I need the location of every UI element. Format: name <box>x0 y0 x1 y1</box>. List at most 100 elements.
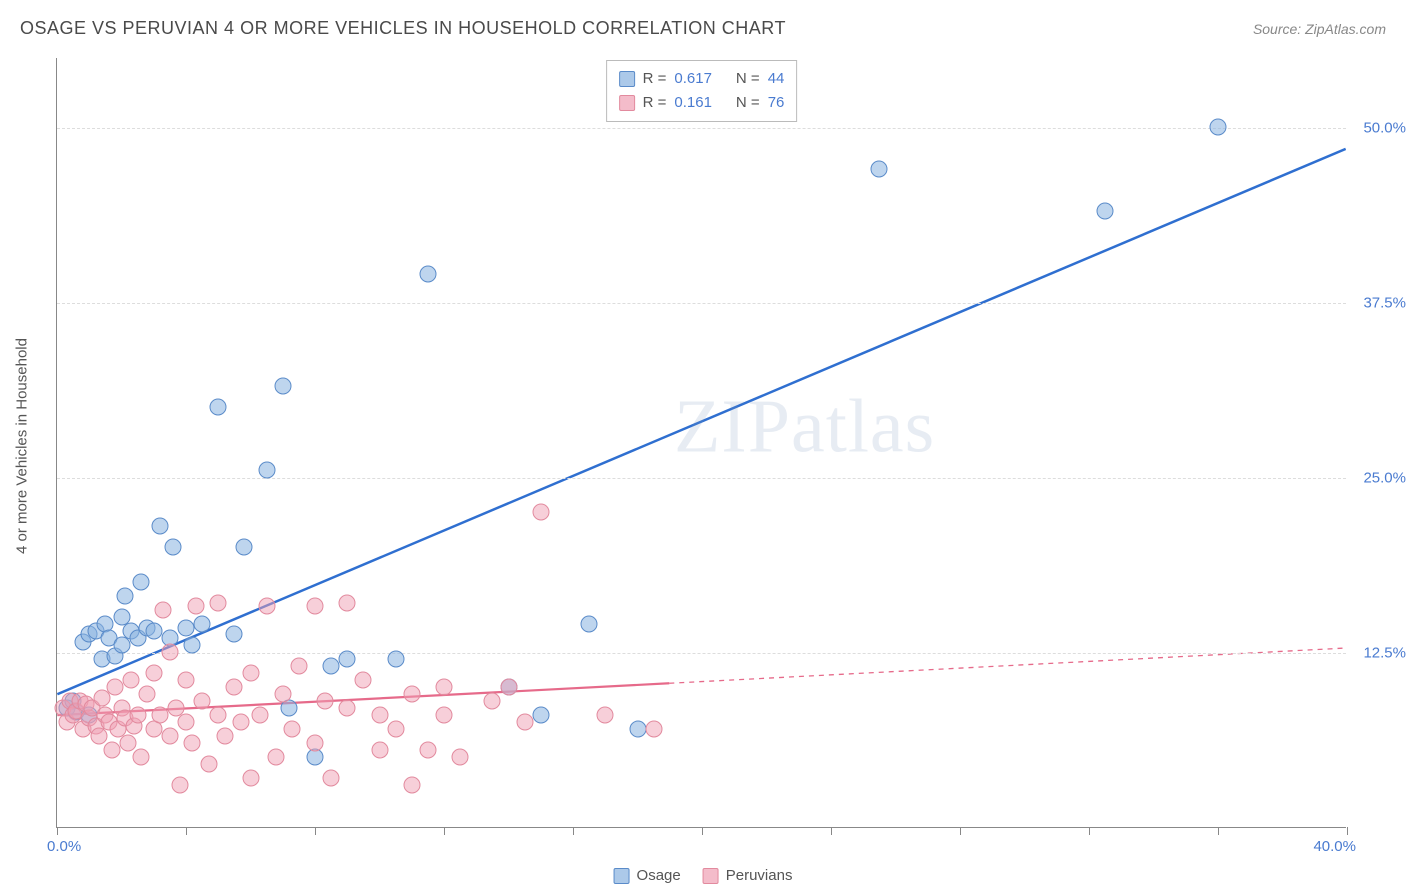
data-point <box>268 749 285 766</box>
data-point <box>307 597 324 614</box>
plot-area: R = 0.617 N = 44 R = 0.161 N = 76 ZIPatl… <box>56 58 1346 828</box>
x-tick <box>444 827 445 835</box>
data-point <box>210 595 227 612</box>
trend-lines-svg <box>57 58 1346 827</box>
data-point <box>165 539 182 556</box>
data-point <box>184 735 201 752</box>
stats-legend: R = 0.617 N = 44 R = 0.161 N = 76 <box>606 60 798 122</box>
data-point <box>581 616 598 633</box>
data-point <box>178 672 195 689</box>
data-point <box>484 693 501 710</box>
data-point <box>184 637 201 654</box>
grid-line <box>57 653 1346 654</box>
x-tick <box>960 827 961 835</box>
watermark-part2: atlas <box>791 385 935 469</box>
x-tick <box>315 827 316 835</box>
data-point <box>129 707 146 724</box>
data-point <box>1210 119 1227 136</box>
watermark-part1: ZIP <box>674 385 791 469</box>
r-value-osage: 0.617 <box>674 67 712 91</box>
x-tick <box>1089 827 1090 835</box>
data-point <box>339 700 356 717</box>
chart-header: OSAGE VS PERUVIAN 4 OR MORE VEHICLES IN … <box>20 18 1386 39</box>
n-label: N = <box>736 91 760 115</box>
x-tick <box>186 827 187 835</box>
data-point <box>116 588 133 605</box>
data-point <box>290 658 307 675</box>
n-label: N = <box>736 67 760 91</box>
data-point <box>132 749 149 766</box>
data-point <box>500 679 517 696</box>
data-point <box>187 597 204 614</box>
y-tick-label: 25.0% <box>1351 470 1406 487</box>
data-point <box>178 714 195 731</box>
data-point <box>452 749 469 766</box>
data-point <box>178 620 195 637</box>
grid-line <box>57 303 1346 304</box>
y-axis-label: 4 or more Vehicles in Household <box>14 338 31 554</box>
legend-item-peruvians: Peruvians <box>703 867 793 884</box>
data-point <box>119 735 136 752</box>
legend-label-peruvians: Peruvians <box>726 867 793 884</box>
data-point <box>597 707 614 724</box>
swatch-osage-icon <box>614 868 630 884</box>
data-point <box>1097 203 1114 220</box>
data-point <box>171 777 188 794</box>
series-legend: Osage Peruvians <box>614 867 793 884</box>
data-point <box>145 623 162 640</box>
grid-line <box>57 478 1346 479</box>
data-point <box>161 728 178 745</box>
stats-row-osage: R = 0.617 N = 44 <box>619 67 785 91</box>
grid-line <box>57 128 1346 129</box>
data-point <box>274 686 291 703</box>
data-point <box>403 686 420 703</box>
data-point <box>645 721 662 738</box>
x-axis-min-label: 0.0% <box>47 838 81 855</box>
data-point <box>339 595 356 612</box>
data-point <box>371 742 388 759</box>
swatch-peruvians-icon <box>619 95 635 111</box>
r-label: R = <box>643 91 667 115</box>
data-point <box>387 651 404 668</box>
data-point <box>200 756 217 773</box>
data-point <box>242 665 259 682</box>
data-point <box>307 735 324 752</box>
data-point <box>226 625 243 642</box>
source-attribution: Source: ZipAtlas.com <box>1253 21 1386 37</box>
data-point <box>316 693 333 710</box>
swatch-peruvians-icon <box>703 868 719 884</box>
data-point <box>532 504 549 521</box>
data-point <box>258 462 275 479</box>
data-point <box>194 616 211 633</box>
data-point <box>139 686 156 703</box>
legend-item-osage: Osage <box>614 867 681 884</box>
data-point <box>419 266 436 283</box>
data-point <box>371 707 388 724</box>
data-point <box>123 672 140 689</box>
data-point <box>145 665 162 682</box>
data-point <box>103 742 120 759</box>
chart-title: OSAGE VS PERUVIAN 4 OR MORE VEHICLES IN … <box>20 18 786 39</box>
data-point <box>403 777 420 794</box>
r-value-peruvians: 0.161 <box>674 91 712 115</box>
data-point <box>516 714 533 731</box>
data-point <box>107 679 124 696</box>
y-tick-label: 37.5% <box>1351 295 1406 312</box>
swatch-osage-icon <box>619 71 635 87</box>
data-point <box>629 721 646 738</box>
data-point <box>436 679 453 696</box>
data-point <box>252 707 269 724</box>
data-point <box>323 770 340 787</box>
data-point <box>226 679 243 696</box>
x-axis-max-label: 40.0% <box>1313 838 1356 855</box>
y-tick-label: 12.5% <box>1351 645 1406 662</box>
data-point <box>210 399 227 416</box>
n-value-peruvians: 76 <box>768 91 785 115</box>
data-point <box>339 651 356 668</box>
data-point <box>232 714 249 731</box>
data-point <box>323 658 340 675</box>
r-label: R = <box>643 67 667 91</box>
x-tick <box>1218 827 1219 835</box>
data-point <box>274 378 291 395</box>
trend-line <box>57 149 1345 694</box>
